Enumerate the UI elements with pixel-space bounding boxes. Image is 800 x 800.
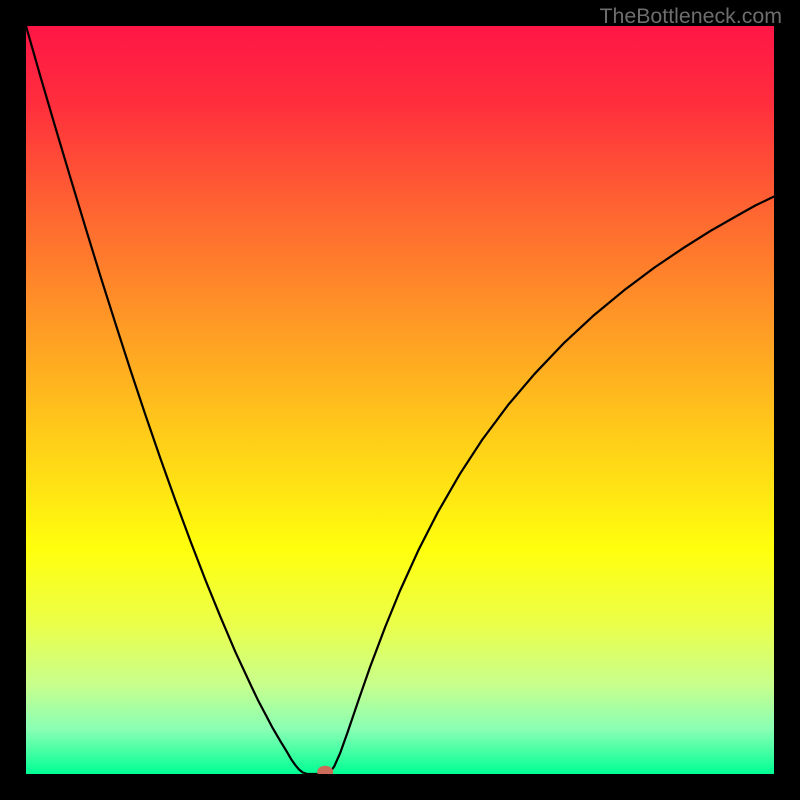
plot-area xyxy=(26,26,774,774)
branding-watermark: TheBottleneck.com xyxy=(599,4,782,29)
plot-svg xyxy=(26,26,774,774)
chart-frame: TheBottleneck.com xyxy=(0,0,800,800)
gradient-background xyxy=(26,26,774,774)
